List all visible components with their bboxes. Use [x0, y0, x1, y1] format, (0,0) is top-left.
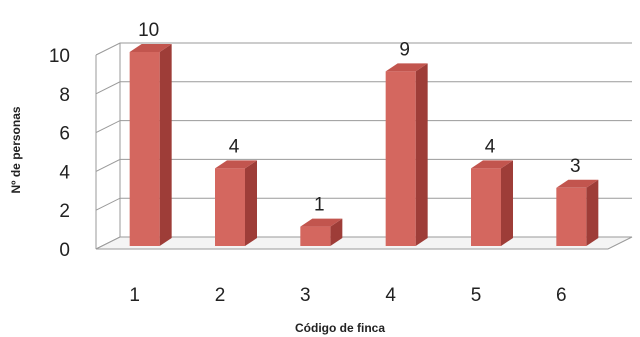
- gridline: [95, 81, 632, 95]
- bar-side: [501, 160, 513, 246]
- y-tick-label: 6: [59, 124, 70, 145]
- y-tick-label: 2: [59, 201, 70, 222]
- x-axis-label: Código de finca: [295, 321, 385, 335]
- y-tick-label: 4: [59, 162, 70, 183]
- x-tick-label: 5: [471, 285, 482, 306]
- gridline: [95, 120, 632, 134]
- bar-side: [330, 218, 343, 246]
- bar: [129, 44, 172, 246]
- y-tick-label: 8: [59, 85, 70, 106]
- x-tick-label: 3: [300, 285, 311, 306]
- bar-side: [415, 63, 428, 247]
- data-label: 9: [399, 39, 410, 60]
- bar-front: [471, 168, 501, 246]
- bar-side: [245, 160, 257, 246]
- y-axis-label: Nº de personas: [9, 106, 23, 193]
- gridlines: [95, 42, 632, 250]
- gridline: [95, 42, 632, 56]
- gridline: [95, 197, 632, 211]
- bar-front: [300, 226, 331, 246]
- x-tick-label: 6: [556, 285, 567, 306]
- x-tick-label: 1: [129, 285, 140, 306]
- y-axis-ticks: 0 2 4 6 8 10: [49, 46, 71, 261]
- y-tick-label: 10: [49, 46, 70, 67]
- bar: [471, 160, 513, 246]
- bar: [300, 218, 343, 246]
- bar-top: [300, 218, 343, 227]
- chart-floor: [95, 236, 633, 250]
- x-tick-label: 4: [385, 285, 396, 306]
- bars: [129, 44, 599, 247]
- bar-side: [586, 179, 599, 246]
- y-tick-label: 0: [59, 240, 70, 261]
- x-tick-label: 2: [215, 285, 226, 306]
- bar-top: [215, 160, 257, 169]
- bar-top: [471, 160, 513, 169]
- bar: [385, 63, 428, 247]
- data-label: 3: [570, 156, 581, 177]
- data-label: 10: [138, 20, 159, 41]
- data-label: 1: [314, 195, 325, 216]
- bar: [215, 160, 257, 246]
- gridline: [95, 158, 632, 172]
- bar: [556, 179, 599, 246]
- bar-top: [129, 44, 172, 52]
- bar-front: [129, 52, 160, 246]
- bar-side: [159, 44, 172, 246]
- floor-plane: [95, 236, 633, 250]
- bar-front: [385, 71, 416, 247]
- data-labels: 10 4 1 9 4 3: [138, 20, 581, 216]
- bar-front: [215, 168, 245, 246]
- data-label: 4: [229, 136, 240, 157]
- data-label: 4: [485, 136, 496, 157]
- x-axis-ticks: 1 2 3 4 5 6: [129, 285, 566, 306]
- bar-top: [385, 63, 428, 72]
- bar-front: [556, 187, 587, 246]
- bar-top: [556, 179, 599, 188]
